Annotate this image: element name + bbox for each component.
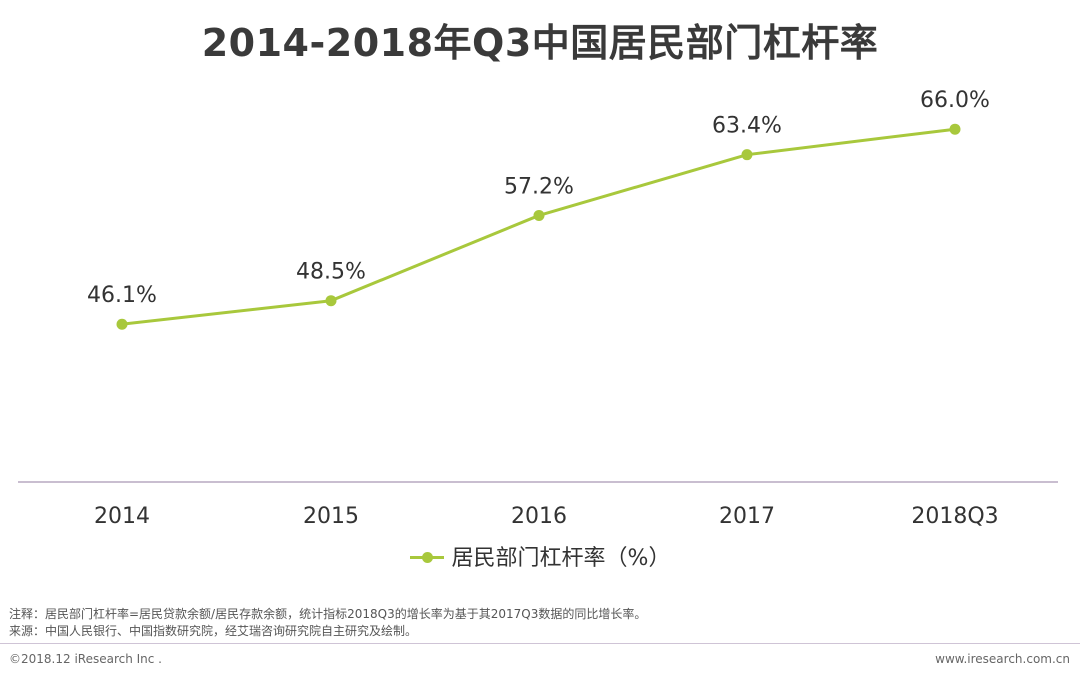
x-tick-label-2015: 2015 bbox=[303, 504, 359, 529]
source-text: 来源：中国人民银行、中国指数研究院，经艾瑞咨询研究院自主研究及绘制。 bbox=[9, 624, 418, 638]
x-tick-label-2017: 2017 bbox=[719, 504, 775, 529]
series-line bbox=[121, 127, 956, 326]
data-label-2018q3: 66.0% bbox=[920, 88, 990, 113]
notes: 注释：居民部门杠杆率=居民贷款余额/居民存款余额，统计指标2018Q3的增长率为… bbox=[9, 606, 646, 640]
footer-divider bbox=[0, 643, 1080, 644]
legend-label: 居民部门杠杆率（%） bbox=[451, 546, 671, 571]
note-text: 注释：居民部门杠杆率=居民贷款余额/居民存款余额，统计指标2018Q3的增长率为… bbox=[9, 607, 647, 621]
copyright: ©2018.12 iResearch Inc . bbox=[9, 652, 162, 666]
x-tick-label-2018q3: 2018Q3 bbox=[911, 504, 998, 529]
x-tick-label-2016: 2016 bbox=[511, 504, 567, 529]
x-tick-label-2014: 2014 bbox=[94, 504, 150, 529]
chart-title: 2014-2018年Q3中国居民部门杠杆率 bbox=[201, 21, 879, 65]
data-point-2017 bbox=[741, 149, 753, 161]
website-link[interactable]: www.iresearch.com.cn bbox=[935, 652, 1070, 666]
data-label-2015: 48.5% bbox=[296, 260, 366, 285]
legend-line-marker-icon bbox=[409, 551, 444, 563]
data-label-2016: 57.2% bbox=[504, 174, 574, 199]
data-point-2016 bbox=[533, 209, 545, 221]
data-point-2014 bbox=[116, 318, 128, 330]
data-point-2015 bbox=[325, 295, 337, 307]
data-point-2018q3 bbox=[949, 123, 961, 135]
data-label-2017: 63.4% bbox=[712, 114, 782, 139]
legend: 居民部门杠杆率（%） bbox=[0, 540, 1080, 572]
data-label-2014: 46.1% bbox=[87, 283, 157, 308]
